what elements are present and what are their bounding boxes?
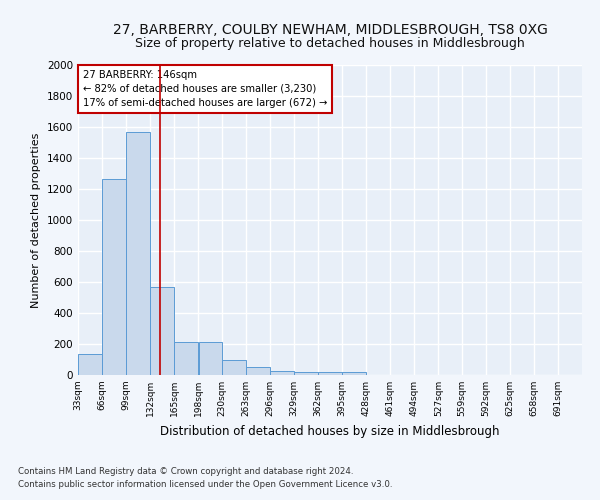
- Bar: [199, 342, 222, 375]
- Text: Contains HM Land Registry data © Crown copyright and database right 2024.: Contains HM Land Registry data © Crown c…: [18, 467, 353, 476]
- Bar: [342, 372, 366, 375]
- Text: 27, BARBERRY, COULBY NEWHAM, MIDDLESBROUGH, TS8 0XG: 27, BARBERRY, COULBY NEWHAM, MIDDLESBROU…: [113, 22, 547, 36]
- Bar: [102, 179, 126, 375]
- Bar: [151, 286, 174, 375]
- Bar: [270, 371, 294, 375]
- X-axis label: Distribution of detached houses by size in Middlesbrough: Distribution of detached houses by size …: [160, 424, 500, 438]
- Bar: [175, 342, 198, 375]
- Y-axis label: Number of detached properties: Number of detached properties: [31, 132, 41, 308]
- Bar: [78, 354, 102, 375]
- Bar: [127, 132, 150, 375]
- Text: 27 BARBERRY: 146sqm
← 82% of detached houses are smaller (3,230)
17% of semi-det: 27 BARBERRY: 146sqm ← 82% of detached ho…: [83, 70, 328, 108]
- Bar: [294, 372, 318, 375]
- Bar: [318, 372, 342, 375]
- Bar: [246, 367, 269, 375]
- Text: Contains public sector information licensed under the Open Government Licence v3: Contains public sector information licen…: [18, 480, 392, 489]
- Text: Size of property relative to detached houses in Middlesbrough: Size of property relative to detached ho…: [135, 38, 525, 51]
- Bar: [222, 360, 245, 375]
